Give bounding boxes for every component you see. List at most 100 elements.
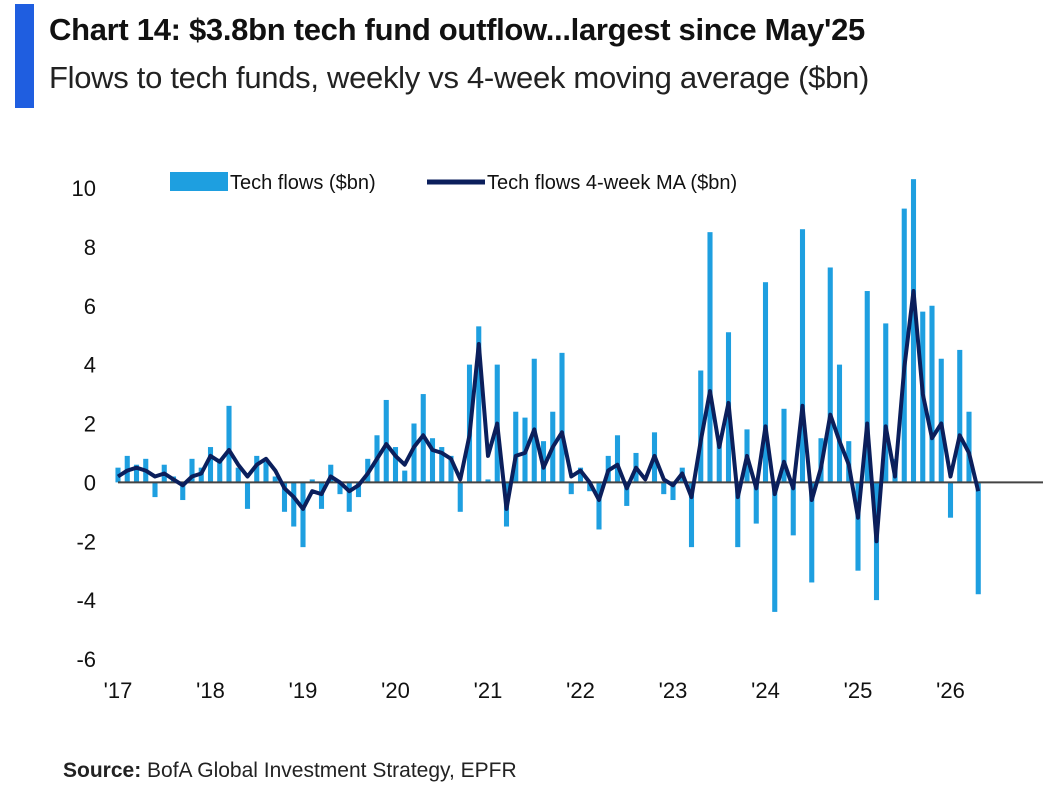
- y-tick-label: 6: [84, 294, 96, 319]
- weekly-flow-bar: [938, 358, 944, 483]
- weekly-flow-bar: [698, 370, 704, 483]
- source-text: BofA Global Investment Strategy, EPFR: [147, 759, 517, 782]
- weekly-flow-bar: [402, 470, 408, 483]
- weekly-flow-bar: [272, 476, 278, 483]
- weekly-flow-bar: [254, 455, 260, 483]
- x-tick-label: '17: [104, 678, 133, 703]
- weekly-flow-bars: [115, 179, 981, 612]
- source-note: Source: BofA Global Investment Strategy,…: [63, 759, 517, 783]
- y-tick-label: -6: [76, 647, 96, 672]
- weekly-flow-bar: [624, 482, 630, 506]
- weekly-flow-bar: [670, 482, 676, 501]
- weekly-flow-bar: [929, 305, 935, 483]
- x-tick-label: '22: [566, 678, 595, 703]
- x-tick-label: '20: [381, 678, 410, 703]
- weekly-flow-bar: [226, 405, 232, 483]
- weekly-flow-bar: [263, 461, 269, 483]
- weekly-flow-bar: [392, 447, 399, 483]
- x-tick-label: '21: [474, 678, 503, 703]
- weekly-flow-bar: [772, 482, 778, 612]
- weekly-flow-bar: [429, 438, 436, 483]
- weekly-flow-bar: [309, 479, 315, 483]
- weekly-flow-bar: [975, 482, 981, 595]
- weekly-flow-bar: [966, 411, 972, 483]
- legend-label-weekly: Tech flows ($bn): [230, 172, 376, 194]
- y-tick-label: 10: [72, 176, 96, 201]
- weekly-flow-bar: [457, 482, 463, 512]
- weekly-flow-bar: [133, 464, 140, 483]
- legend: Tech flows ($bn) Tech flows 4-week MA ($…: [170, 172, 737, 194]
- title-accent-bar: [15, 4, 34, 108]
- y-axis-ticks: 10 8 6 4 2 0 -2 -4 -6: [72, 176, 96, 672]
- weekly-flow-bar: [531, 358, 537, 483]
- weekly-flow-bar: [836, 364, 843, 483]
- weekly-flow-bar: [180, 482, 186, 501]
- weekly-flow-bar: [476, 326, 482, 483]
- weekly-flow-bar: [291, 482, 297, 527]
- weekly-flow-bar: [300, 482, 306, 548]
- y-tick-label: 2: [84, 412, 96, 437]
- x-tick-label: '18: [196, 678, 225, 703]
- weekly-flow-bar: [559, 352, 565, 483]
- weekly-flow-bar: [439, 447, 445, 483]
- weekly-flow-bar: [189, 458, 195, 483]
- weekly-flow-bar: [827, 267, 833, 483]
- weekly-flow-bar: [716, 441, 722, 483]
- x-tick-label: '25: [844, 678, 873, 703]
- x-tick-label: '26: [936, 678, 965, 703]
- weekly-flow-bar: [207, 447, 214, 483]
- y-tick-label: -2: [76, 529, 96, 554]
- weekly-flow-bar: [328, 464, 334, 483]
- x-tick-label: '19: [289, 678, 318, 703]
- weekly-flow-bar: [910, 179, 917, 483]
- weekly-flow-bar: [383, 399, 389, 483]
- weekly-flow-bar: [661, 482, 667, 495]
- weekly-flow-bar: [448, 455, 454, 483]
- weekly-flow-bar: [577, 467, 584, 483]
- weekly-flow-bar: [513, 411, 519, 483]
- moving-average-line: [116, 289, 981, 544]
- source-label: Source:: [63, 759, 142, 782]
- x-tick-label: '24: [751, 678, 780, 703]
- weekly-flow-bar: [568, 482, 574, 495]
- weekly-flow-bar: [864, 291, 870, 483]
- legend-swatch-weekly: [170, 172, 228, 191]
- weekly-flow-bar: [281, 482, 288, 512]
- weekly-flow-bar: [587, 482, 593, 492]
- weekly-flow-bar: [596, 482, 602, 530]
- weekly-flow-bar: [346, 482, 352, 512]
- weekly-flow-bar: [883, 323, 889, 483]
- weekly-flow-bar: [355, 482, 362, 498]
- x-tick-label: '23: [659, 678, 688, 703]
- weekly-flow-bar: [799, 229, 806, 483]
- weekly-flow-bar: [957, 349, 963, 483]
- y-tick-label: 4: [84, 353, 96, 378]
- weekly-flow-bar: [753, 482, 759, 524]
- weekly-flow-bar: [411, 423, 417, 483]
- weekly-flow-bar: [707, 232, 713, 483]
- weekly-flow-bar: [855, 482, 861, 571]
- weekly-flow-bar: [217, 458, 223, 483]
- weekly-flow-bar: [947, 482, 954, 518]
- weekly-flow-bar: [235, 467, 241, 483]
- weekly-flow-bar: [790, 482, 796, 536]
- y-tick-label: 8: [84, 235, 96, 260]
- chart-subtitle: Flows to tech funds, weekly vs 4-week mo…: [49, 60, 869, 95]
- weekly-flow-bar: [614, 435, 621, 483]
- weekly-flow-bar: [485, 479, 491, 483]
- weekly-flow-bar: [688, 482, 695, 548]
- weekly-flow-bar: [152, 482, 158, 498]
- weekly-flow-bar: [901, 208, 907, 483]
- weekly-flow-bar: [735, 482, 741, 548]
- chart-title: Chart 14: $3.8bn tech fund outflow...lar…: [49, 12, 865, 47]
- weekly-flow-bar: [781, 408, 787, 483]
- legend-label-ma: Tech flows 4-week MA ($bn): [487, 172, 737, 194]
- weekly-flow-bar: [762, 282, 769, 483]
- weekly-flow-bar: [809, 482, 815, 583]
- moving-average-series: [116, 289, 981, 544]
- weekly-flow-bar: [337, 482, 343, 495]
- x-axis-ticks: '17 '18 '19 '20 '21 '22 '23 '24 '25 '26: [104, 678, 965, 703]
- y-tick-label: 0: [84, 470, 96, 495]
- weekly-flow-bar: [244, 482, 251, 509]
